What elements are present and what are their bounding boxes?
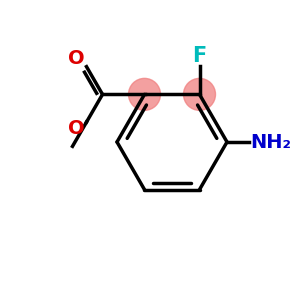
Text: NH₂: NH₂ bbox=[250, 133, 292, 152]
Text: O: O bbox=[68, 118, 85, 138]
Circle shape bbox=[128, 78, 160, 110]
Text: F: F bbox=[192, 46, 207, 66]
Circle shape bbox=[184, 78, 215, 110]
Text: O: O bbox=[68, 49, 85, 68]
